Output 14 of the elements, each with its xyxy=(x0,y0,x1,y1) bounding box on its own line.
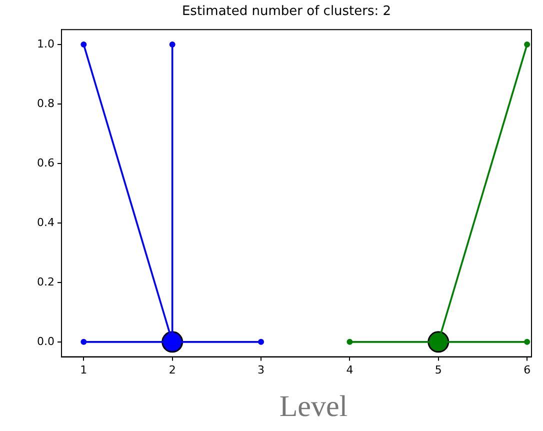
text: Level xyxy=(278,390,349,424)
y-tick-label: 0.0 xyxy=(36,334,54,348)
x-tick-label: 5 xyxy=(434,363,442,376)
y-tick-label: 1.0 xyxy=(36,37,54,50)
x-tick-label: 2 xyxy=(168,363,176,376)
x-tick-label: 4 xyxy=(346,363,354,376)
chart-title: Estimated number of clusters: 2 xyxy=(182,4,392,20)
x-tick-label: 6 xyxy=(524,363,531,376)
y-tick-label: 0.6 xyxy=(36,156,54,170)
y-tick-label: 0.4 xyxy=(36,216,54,229)
x-tick-label: 1 xyxy=(80,363,88,376)
y-tick-label: 0.2 xyxy=(36,275,54,288)
y-tick-label: 0.8 xyxy=(36,96,54,110)
x-tick-label: 3 xyxy=(258,363,265,376)
